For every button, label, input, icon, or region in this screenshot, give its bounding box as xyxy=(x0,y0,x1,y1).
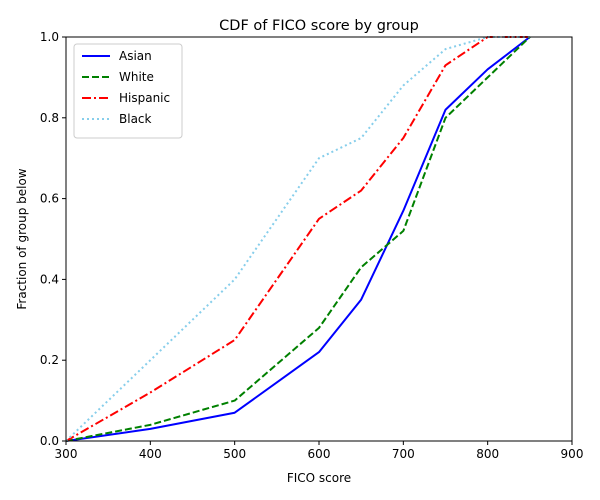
y-tick-label: 0.6 xyxy=(40,192,59,206)
y-tick-label: 0.4 xyxy=(40,272,59,286)
x-tick-label: 800 xyxy=(476,447,499,461)
x-tick-label: 300 xyxy=(55,447,78,461)
legend-box xyxy=(73,43,183,139)
x-tick-label: 700 xyxy=(392,447,415,461)
series-line-white xyxy=(66,36,531,442)
x-tick-label: 500 xyxy=(223,447,246,461)
x-tick-label: 400 xyxy=(139,447,162,461)
legend-label-white: White xyxy=(119,70,154,84)
series-line-hispanic xyxy=(66,36,530,442)
legend-label-hispanic: Hispanic xyxy=(119,91,170,105)
x-tick-label: 600 xyxy=(308,447,331,461)
legend-label-asian: Asian xyxy=(119,49,152,63)
legend-label-black: Black xyxy=(119,112,152,126)
y-tick-label: 0.0 xyxy=(40,434,59,448)
y-tick-label: 1.0 xyxy=(40,30,59,44)
series-line-black xyxy=(66,36,530,442)
x-axis-label: FICO score xyxy=(287,471,351,485)
y-tick-label: 0.2 xyxy=(40,353,59,367)
series-line-asian xyxy=(66,36,531,442)
x-tick-label: 900 xyxy=(561,447,584,461)
y-axis-label: Fraction of group below xyxy=(15,168,29,309)
chart-title: CDF of FICO score by group xyxy=(219,18,419,34)
y-tick-label: 0.8 xyxy=(40,111,59,125)
